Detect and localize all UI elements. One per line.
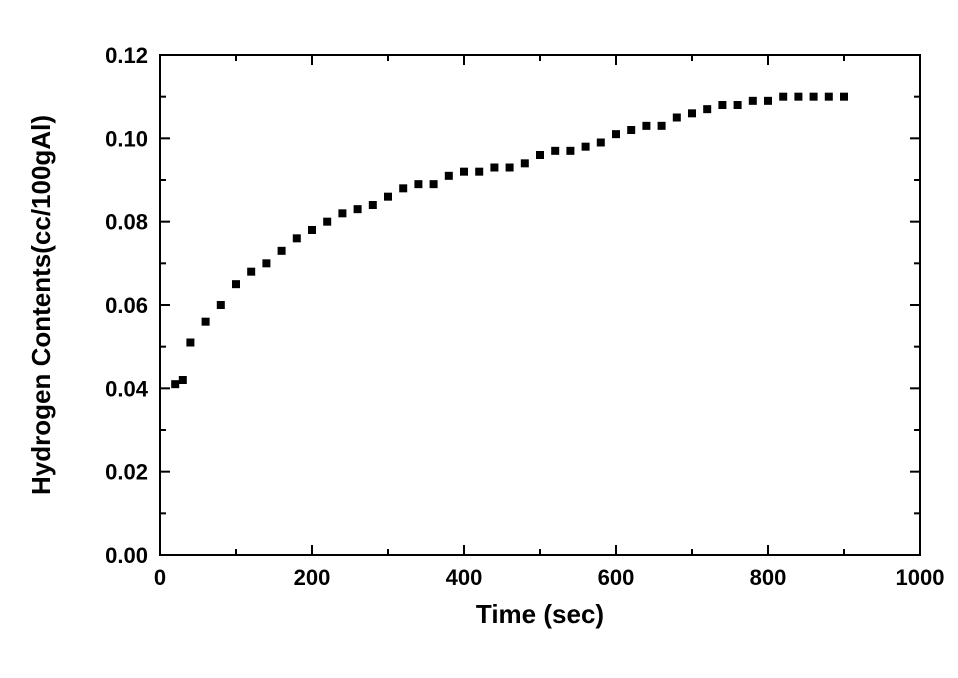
data-point [627,126,635,134]
data-point [399,184,407,192]
data-point [490,164,498,172]
data-point [718,101,726,109]
data-point [323,218,331,226]
x-tick-label: 400 [446,565,483,590]
data-point [734,101,742,109]
y-tick-label: 0.00 [105,543,148,568]
data-point [612,130,620,138]
data-point [794,93,802,101]
data-point [247,268,255,276]
x-tick-label: 0 [154,565,166,590]
data-point [810,93,818,101]
data-point [703,105,711,113]
data-point [642,122,650,130]
data-point [338,209,346,217]
y-tick-label: 0.12 [105,43,148,68]
data-point [179,376,187,384]
x-axis-label: Time (sec) [476,599,604,629]
y-tick-label: 0.02 [105,460,148,485]
data-point [186,339,194,347]
data-point [354,205,362,213]
data-point [460,168,468,176]
data-point [840,93,848,101]
data-point [566,147,574,155]
data-point [202,318,210,326]
y-tick-label: 0.06 [105,293,148,318]
data-point [308,226,316,234]
data-point [262,259,270,267]
y-tick-label: 0.08 [105,210,148,235]
data-point [536,151,544,159]
data-point [521,159,529,167]
data-point [673,114,681,122]
data-point [384,193,392,201]
x-tick-label: 600 [598,565,635,590]
data-point [369,201,377,209]
data-point [597,139,605,147]
data-point [825,93,833,101]
data-point [749,97,757,105]
data-point [293,234,301,242]
data-point [658,122,666,130]
data-point [217,301,225,309]
scatter-chart: 0 200 400 600 800 1000 0.00 0.02 0.04 0.06 0.08 0.1… [0,0,958,678]
y-tick-label: 0.04 [105,376,149,401]
data-point [764,97,772,105]
y-tick-label: 0.10 [105,126,148,151]
y-axis-label: Hydrogen Contents(cc/100gAl) [26,115,56,495]
data-point [688,109,696,117]
data-point [430,180,438,188]
data-point [445,172,453,180]
data-point [171,380,179,388]
x-tick-label: 1000 [896,565,945,590]
data-point [414,180,422,188]
x-tick-label: 200 [294,565,331,590]
data-point [551,147,559,155]
data-point [582,143,590,151]
data-point [779,93,787,101]
data-point [506,164,514,172]
data-point [278,247,286,255]
data-point [475,168,483,176]
data-point [232,280,240,288]
chart-container: 0 200 400 600 800 1000 0.00 0.02 0.04 0.06 0.08 0.1… [0,0,958,678]
x-tick-label: 800 [750,565,787,590]
